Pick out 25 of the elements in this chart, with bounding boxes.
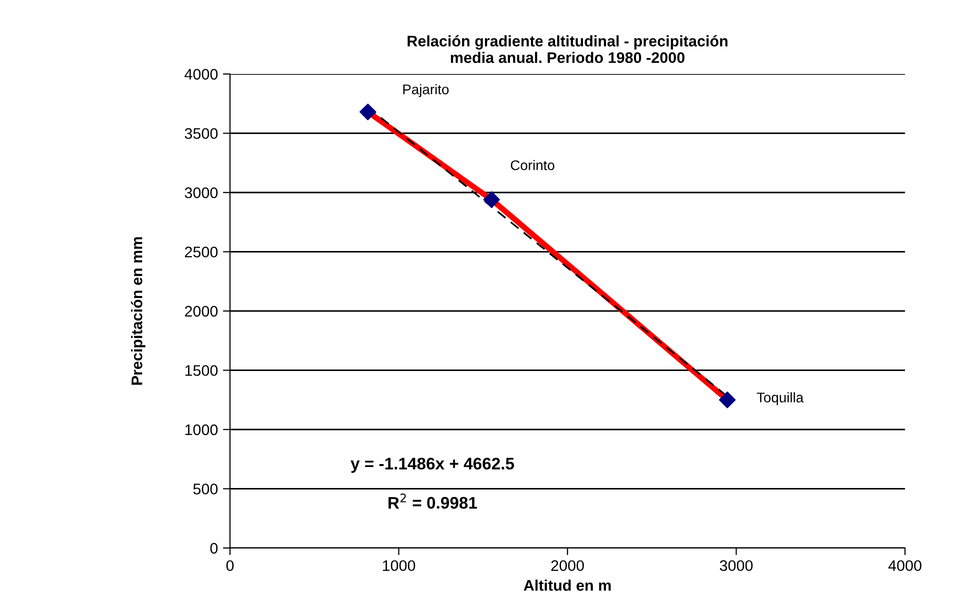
y-tick-label: 4000	[184, 68, 218, 80]
annotation: y = -1.1486x + 4662.5	[350, 458, 514, 473]
y-tick-label: 1000	[185, 424, 218, 436]
x-tick-label: 0	[226, 560, 234, 572]
point	[360, 104, 376, 120]
y-tick-label: 3000	[184, 187, 218, 198]
annotation: Corinto	[510, 160, 554, 170]
x-tick-label: 1000	[382, 560, 416, 572]
x-tick-label: 4000	[888, 560, 922, 572]
point	[719, 392, 736, 408]
y-tick-label: 0	[210, 542, 218, 554]
y-axis-title: Precipitación en mm	[130, 237, 146, 385]
annotation: Pajarito	[403, 84, 449, 98]
point	[483, 191, 500, 208]
y-tick-label: 2000	[184, 306, 218, 317]
chart-title: Relación gradiente altitudinal - precipitación media anual. Periodo 1980 -2000	[408, 35, 728, 64]
annotation: Toquilla	[756, 392, 804, 406]
y-tick-label: 1500	[185, 365, 218, 376]
y-tick-label: 2500	[184, 246, 218, 258]
y-tick-label: 3500	[184, 128, 218, 139]
x-tick-label: 2000	[551, 560, 584, 572]
x-tick-label: 3000	[720, 560, 753, 572]
y-tick-label: 500	[193, 484, 218, 494]
x-axis-title: Altitud en m	[524, 580, 611, 591]
annotation: R$^{2}$ = 0.9981	[388, 494, 477, 509]
